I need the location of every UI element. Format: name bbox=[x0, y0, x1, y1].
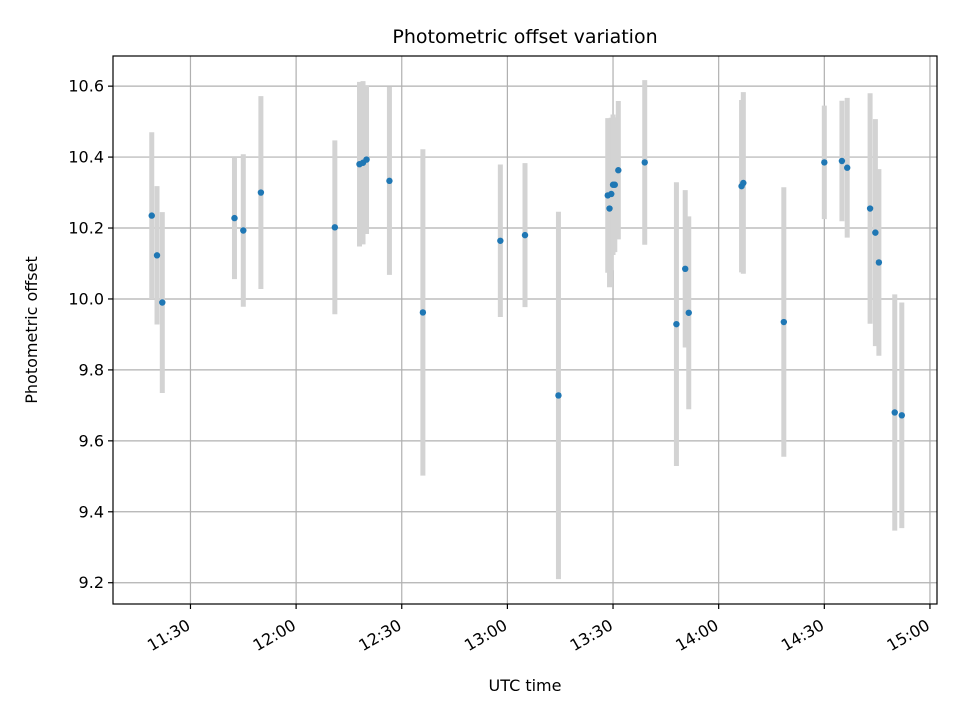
x-tick-label: 13:30 bbox=[567, 615, 616, 655]
data-point bbox=[821, 159, 828, 166]
data-point bbox=[615, 167, 622, 174]
data-point bbox=[231, 214, 238, 222]
grid-lines bbox=[113, 56, 937, 604]
data-point bbox=[240, 227, 247, 234]
data-point bbox=[148, 212, 155, 219]
y-tick-label: 10.2 bbox=[68, 219, 104, 238]
data-point bbox=[641, 159, 648, 166]
data-point bbox=[606, 205, 613, 212]
y-tick-label: 9.6 bbox=[79, 431, 104, 450]
data-point bbox=[682, 265, 689, 273]
data-point bbox=[740, 179, 747, 187]
data-point bbox=[159, 299, 166, 306]
data-point bbox=[898, 412, 905, 419]
data-point bbox=[363, 156, 370, 163]
data-point bbox=[866, 205, 874, 212]
data-point bbox=[419, 309, 427, 316]
data-point bbox=[331, 224, 339, 231]
data-point bbox=[780, 318, 788, 326]
x-tick-label: 12:30 bbox=[355, 615, 404, 655]
data-point bbox=[608, 190, 615, 198]
x-tick-label: 12:00 bbox=[250, 615, 299, 655]
y-tick-label: 9.2 bbox=[79, 573, 104, 592]
x-tick-label: 14:30 bbox=[778, 615, 827, 655]
y-tick-label: 9.8 bbox=[79, 360, 104, 379]
data-point bbox=[521, 231, 529, 239]
data-point bbox=[685, 309, 692, 316]
y-tick-label: 10.0 bbox=[68, 289, 104, 308]
data-point bbox=[844, 164, 851, 171]
data-point bbox=[386, 177, 393, 185]
data-point bbox=[838, 157, 846, 165]
data-point bbox=[673, 320, 680, 328]
x-axis-title: UTC time bbox=[489, 676, 562, 695]
data-points bbox=[148, 156, 905, 419]
y-axis-ticks: 9.2 9.4 9.6 9.8 10.0 10.2 10.4 10.6 bbox=[68, 77, 113, 592]
y-axis-title: Photometric offset bbox=[22, 256, 41, 404]
data-point bbox=[611, 181, 618, 188]
error-bars bbox=[149, 80, 905, 580]
x-axis-ticks: 11:30 12:00 12:30 13:00 13:30 14:00 14:30 15:00 bbox=[144, 604, 933, 655]
x-tick-label: 11:30 bbox=[144, 615, 193, 655]
y-tick-label: 10.4 bbox=[68, 148, 104, 167]
x-tick-label: 13:00 bbox=[461, 615, 510, 655]
y-tick-label: 10.6 bbox=[68, 77, 104, 96]
x-tick-label: 15:00 bbox=[884, 615, 933, 655]
data-point bbox=[257, 189, 265, 196]
data-point bbox=[497, 237, 504, 244]
y-tick-label: 9.4 bbox=[79, 502, 104, 521]
data-point bbox=[153, 252, 161, 259]
plot-area-frame bbox=[112, 55, 938, 605]
data-point bbox=[875, 259, 883, 266]
chart-title: Photometric offset variation bbox=[392, 26, 657, 48]
x-tick-label: 14:00 bbox=[672, 615, 721, 655]
data-point bbox=[891, 409, 898, 416]
data-point bbox=[872, 229, 879, 236]
data-point bbox=[555, 392, 562, 399]
